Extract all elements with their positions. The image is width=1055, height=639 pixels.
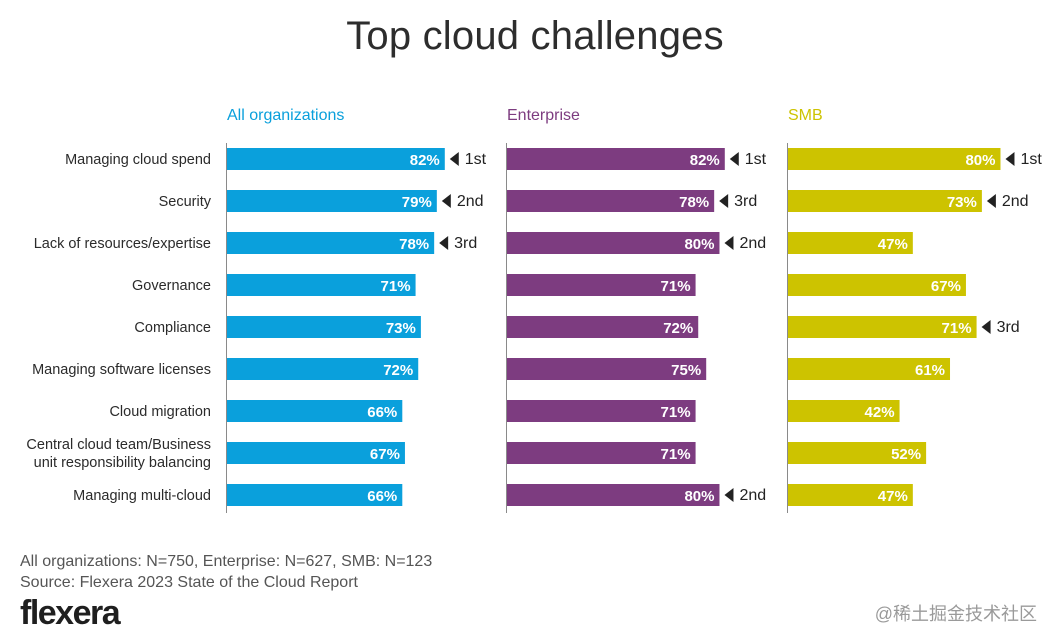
rank-label: 3rd (454, 235, 477, 252)
category-label: Security (159, 194, 212, 210)
bar (227, 190, 437, 212)
bar-value-label: 67% (931, 278, 961, 295)
bar-value-label: 82% (690, 152, 720, 169)
bar-value-label: 71% (661, 446, 691, 463)
bar-value-label: 66% (367, 404, 397, 421)
bar-value-label: 67% (370, 446, 400, 463)
bar-value-label: 72% (383, 362, 413, 379)
challenges-bar-chart: Managing cloud spend Security Lack of reso… (26, 107, 1042, 513)
rank-arrow-icon (719, 194, 729, 208)
bar (507, 274, 696, 296)
bar-value-label: 78% (679, 194, 709, 211)
bar (227, 484, 403, 506)
bar (507, 316, 699, 338)
rank-label: 1st (1020, 151, 1042, 168)
bar-value-label: 47% (878, 488, 908, 505)
bar (788, 148, 1001, 170)
category-label: Governance (132, 278, 211, 294)
bar-value-label: 66% (367, 488, 397, 505)
bar (227, 442, 405, 464)
bar-value-label: 61% (915, 362, 945, 379)
bar (788, 400, 900, 422)
bar (227, 148, 445, 170)
bar (227, 400, 403, 422)
rank-label: 2nd (1002, 193, 1029, 210)
bar (507, 358, 707, 380)
bar (227, 274, 416, 296)
bar-value-label: 71% (661, 404, 691, 421)
bar (507, 232, 720, 254)
bar (507, 148, 725, 170)
bar (507, 400, 696, 422)
bar (788, 274, 966, 296)
bar-value-label: 71% (942, 320, 972, 337)
flexera-logo: flexera (20, 594, 121, 632)
rank-arrow-icon (439, 236, 449, 250)
bar (507, 442, 696, 464)
category-label-line: Central cloud team/Business (26, 437, 211, 453)
bar-value-label: 73% (947, 194, 977, 211)
bar (788, 358, 951, 380)
bar (788, 442, 927, 464)
bar-value-label: 52% (891, 446, 921, 463)
rank-arrow-icon (1005, 152, 1015, 166)
bar-value-label: 79% (402, 194, 432, 211)
category-label: Managing cloud spend (65, 152, 211, 168)
bar (227, 358, 419, 380)
bar-value-label: 80% (684, 488, 714, 505)
bar-value-label: 71% (381, 278, 411, 295)
bar-value-label: 72% (663, 320, 693, 337)
rank-label: 3rd (734, 193, 757, 210)
rank-label: 1st (745, 151, 767, 168)
bar (507, 190, 715, 212)
category-label: Cloud migration (109, 404, 211, 420)
bar (788, 316, 977, 338)
bar-value-label: 80% (684, 236, 714, 253)
category-label: Compliance (134, 320, 211, 336)
series-header: Enterprise (507, 107, 580, 124)
bar (227, 316, 421, 338)
watermark: @稀土掘金技术社区 (874, 604, 1037, 624)
category-label-line: unit responsibility balancing (34, 455, 211, 471)
rank-label: 2nd (739, 487, 766, 504)
bar-value-label: 47% (878, 236, 908, 253)
rank-arrow-icon (724, 488, 734, 502)
category-label: Managing multi-cloud (73, 488, 211, 504)
rank-label: 2nd (457, 193, 484, 210)
rank-arrow-icon (729, 152, 739, 166)
rank-arrow-icon (986, 194, 996, 208)
source-note: Source: Flexera 2023 State of the Cloud … (20, 574, 358, 591)
bar-value-label: 71% (661, 278, 691, 295)
bar (788, 190, 982, 212)
rank-arrow-icon (449, 152, 459, 166)
rank-arrow-icon (724, 236, 734, 250)
sample-size-note: All organizations: N=750, Enterprise: N=… (20, 553, 433, 570)
rank-arrow-icon (441, 194, 451, 208)
category-label: Managing software licenses (32, 362, 211, 378)
series-header: SMB (788, 107, 823, 124)
bar-value-label: 73% (386, 320, 416, 337)
bar (788, 484, 913, 506)
series-header: All organizations (227, 107, 344, 124)
bar (227, 232, 435, 254)
bar (507, 484, 720, 506)
chart-title: Top cloud challenges (346, 14, 724, 58)
bar-value-label: 82% (410, 152, 440, 169)
bar-value-label: 75% (671, 362, 701, 379)
rank-label: 3rd (997, 319, 1020, 336)
bar (788, 232, 913, 254)
bar-value-label: 42% (865, 404, 895, 421)
bar-value-label: 78% (399, 236, 429, 253)
rank-label: 2nd (739, 235, 766, 252)
bar-value-label: 80% (965, 152, 995, 169)
category-label: Lack of resources/expertise (34, 236, 211, 252)
rank-arrow-icon (981, 320, 991, 334)
rank-label: 1st (465, 151, 487, 168)
